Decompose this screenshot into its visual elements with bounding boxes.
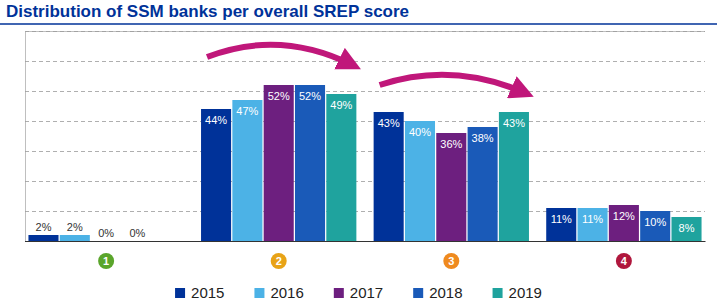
data-label: 0% <box>98 227 114 239</box>
legend-label: 2017 <box>350 284 383 301</box>
category-badge <box>271 253 287 269</box>
grid-line <box>25 151 705 152</box>
legend-item: 2018 <box>413 284 462 301</box>
legend-swatch <box>413 288 423 298</box>
data-label: 43% <box>503 117 525 129</box>
bar <box>28 235 58 241</box>
category-badge <box>443 253 459 269</box>
y-tick <box>25 121 705 122</box>
bar <box>609 205 639 241</box>
data-label: 40% <box>409 126 431 138</box>
y-tick <box>25 91 705 92</box>
bar <box>60 235 90 241</box>
x-tick: 4 <box>616 253 632 269</box>
legend-swatch <box>493 288 503 298</box>
legend-swatch <box>334 288 344 298</box>
data-label: 49% <box>330 99 352 111</box>
title-rule <box>0 23 717 25</box>
data-label: 0% <box>129 227 145 239</box>
data-label: 10% <box>644 216 666 228</box>
y-tick <box>25 181 705 182</box>
bar <box>640 211 670 241</box>
y-tick <box>25 61 705 62</box>
legend-item: 2019 <box>493 284 542 301</box>
data-label: 47% <box>236 105 258 117</box>
category-badge <box>98 253 114 269</box>
legend-label: 2016 <box>270 284 303 301</box>
x-tick-label: 4 <box>621 255 628 267</box>
data-label: 52% <box>299 90 321 102</box>
y-axis-line <box>26 32 706 242</box>
bar <box>499 112 529 241</box>
data-label: 2% <box>36 221 52 233</box>
y-tick <box>25 31 705 32</box>
bar <box>201 109 231 241</box>
x-tick-label: 2 <box>276 255 282 267</box>
grid-line <box>25 121 705 122</box>
title: Distribution of SSM banks per overall SR… <box>6 2 409 21</box>
legend-item: 2016 <box>254 284 303 301</box>
data-label: 44% <box>205 114 227 126</box>
bars <box>28 85 701 241</box>
bar <box>546 208 576 241</box>
data-label: 11% <box>582 213 603 225</box>
grid-line <box>25 31 705 32</box>
legend-label: 2019 <box>509 284 542 301</box>
legend-swatch <box>175 288 185 298</box>
bar <box>436 133 466 241</box>
grid-line <box>25 61 705 62</box>
x-axis: 1 2 3 4 <box>26 242 706 270</box>
bar <box>122 241 152 242</box>
bar <box>232 100 262 241</box>
data-label: 8% <box>679 222 695 234</box>
x-axis-line <box>26 241 706 242</box>
category-badge <box>616 253 632 269</box>
bar <box>578 208 608 241</box>
data-label: 2% <box>67 221 83 233</box>
data-label: 12% <box>613 210 635 222</box>
trend-arrow <box>380 75 525 93</box>
grid-line <box>25 91 705 92</box>
plot: 2%44%43%11%2%47%40%11%0%52%36%12%0%52%38… <box>25 32 706 270</box>
y-axis <box>25 32 705 242</box>
bar <box>374 112 404 241</box>
trend-arrow <box>207 45 352 65</box>
bar <box>326 94 356 241</box>
legend-item: 2015 <box>175 284 224 301</box>
x-tick: 2 <box>271 253 287 269</box>
bar <box>468 127 498 241</box>
bar <box>91 241 121 242</box>
y-tick <box>25 151 705 152</box>
x-tick-label: 3 <box>448 255 454 267</box>
x-tick-label: 1 <box>103 255 109 267</box>
bar <box>405 121 435 241</box>
data-label: 52% <box>268 90 290 102</box>
x-tick: 1 <box>98 253 114 269</box>
bar <box>671 217 701 241</box>
x-tick: 3 <box>443 253 459 269</box>
data-label: 36% <box>440 138 462 150</box>
legend-swatch <box>254 288 264 298</box>
grid-line <box>25 241 705 242</box>
legend: 2015 2016 2017 2018 2019 <box>175 284 542 301</box>
data-label: 43% <box>378 117 400 129</box>
bar <box>295 85 325 241</box>
grid-line <box>25 181 705 182</box>
legend-item: 2017 <box>334 284 383 301</box>
data-label: 38% <box>472 132 494 144</box>
legend-label: 2018 <box>429 284 462 301</box>
legend-label: 2015 <box>191 284 224 301</box>
y-tick <box>25 241 705 242</box>
data-label: 11% <box>551 213 572 225</box>
bar <box>264 85 294 241</box>
data-labels: 2% 44% 43% 11% 2% 47% 40% 11% 0% 52% 36% 12% 0% 52% 38… <box>36 90 695 239</box>
